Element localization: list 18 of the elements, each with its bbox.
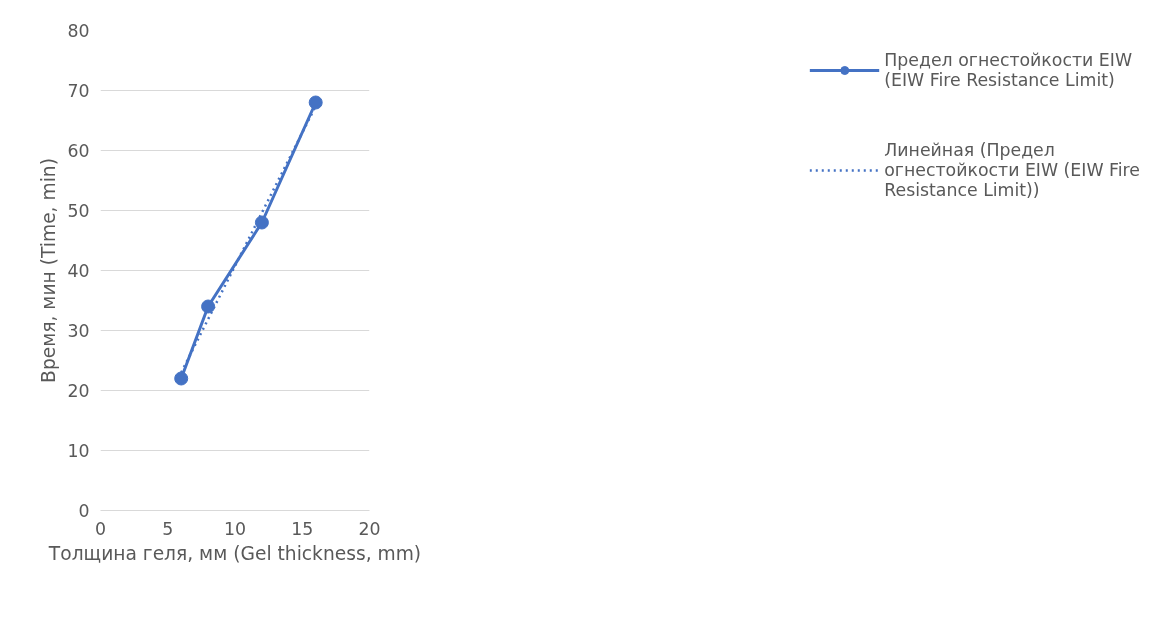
y-tick-label: 40 (67, 261, 90, 281)
y-tick-label: 50 (67, 201, 90, 221)
x-axis-title: Толщина геля, мм (Gel thickness, mm) (47, 542, 422, 564)
x-tick-label: 0 (94, 518, 107, 539)
y-tick-label: 70 (67, 81, 90, 101)
y-tick-label: 60 (67, 141, 90, 161)
y-tick-label: 10 (67, 441, 90, 461)
y-axis-title: Время, мин (Time, min) (38, 158, 60, 383)
legend-label: Предел огнестойкости EIW (EIW Fire Resistance Limit) (884, 49, 1133, 92)
legend-label: Линейная (Предел огнестойкости EIW (EIW Fire Resistance Limit)) (884, 140, 1140, 200)
y-tick-label: 0 (78, 501, 90, 521)
x-tick-label: 5 (162, 518, 174, 539)
y-tick-label: 80 (67, 21, 90, 41)
x-tick-label: 10 (223, 518, 247, 539)
x-tick-label: 15 (291, 518, 314, 539)
y-tick-label: 20 (67, 381, 90, 401)
x-tick-label: 20 (358, 518, 381, 539)
y-tick-label: 30 (67, 321, 90, 341)
